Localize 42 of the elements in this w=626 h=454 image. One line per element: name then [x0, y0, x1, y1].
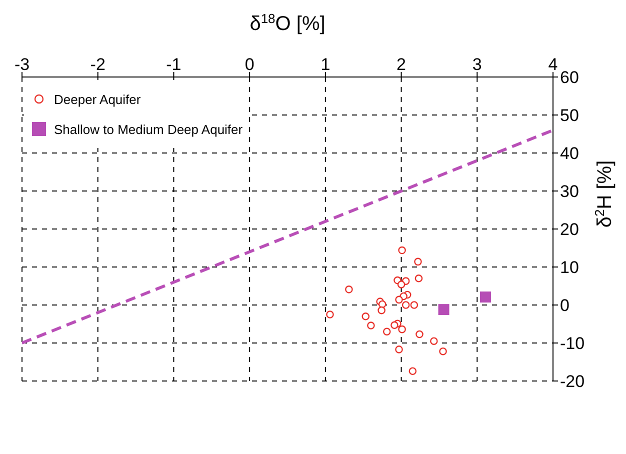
point: [414, 274, 423, 282]
x-axis-title: δ$^{18}$O [%]: [250, 10, 326, 35]
y-tick-label: 30: [560, 182, 579, 202]
point: [378, 306, 386, 314]
legend-label: Deeper Aquifer: [54, 92, 141, 106]
y-tick-label: 40: [560, 144, 579, 164]
point: [410, 301, 418, 309]
x-tick-label: 0: [244, 55, 254, 74]
legend-label: Shallow to Medium Deep Aquifer: [54, 122, 243, 136]
x-tick-label: -3: [14, 55, 30, 74]
point: [402, 301, 410, 309]
y-tick-label: -10: [560, 334, 585, 354]
point: [362, 312, 370, 320]
x-tick-label: 2: [396, 55, 406, 74]
point: [416, 330, 424, 338]
y-tick-label: 10: [560, 258, 579, 278]
point: [345, 286, 353, 294]
point: [326, 310, 334, 318]
point: [390, 321, 398, 330]
point: [430, 337, 438, 345]
x-tick-label: -2: [90, 55, 106, 74]
y-tick-label: 50: [560, 106, 579, 126]
x-tick-label: 3: [472, 55, 482, 74]
point: [439, 347, 447, 356]
point: [367, 322, 375, 330]
point: [397, 280, 406, 288]
point: [398, 325, 406, 334]
point: [480, 292, 491, 303]
point: [398, 246, 406, 254]
y-tick-label: 0: [560, 296, 570, 316]
point: [408, 367, 417, 376]
point: [382, 328, 391, 336]
point: [395, 296, 403, 304]
y-tick-label: 20: [560, 220, 579, 240]
point: [414, 258, 422, 266]
x-tick-label: -1: [166, 55, 182, 74]
x-tick-label: 1: [320, 55, 330, 74]
point: [438, 304, 450, 316]
y-tick-label: -20: [560, 372, 585, 392]
x-tick-label: 4: [548, 55, 558, 74]
y-tick-label: 60: [560, 68, 579, 88]
point: [395, 346, 403, 354]
